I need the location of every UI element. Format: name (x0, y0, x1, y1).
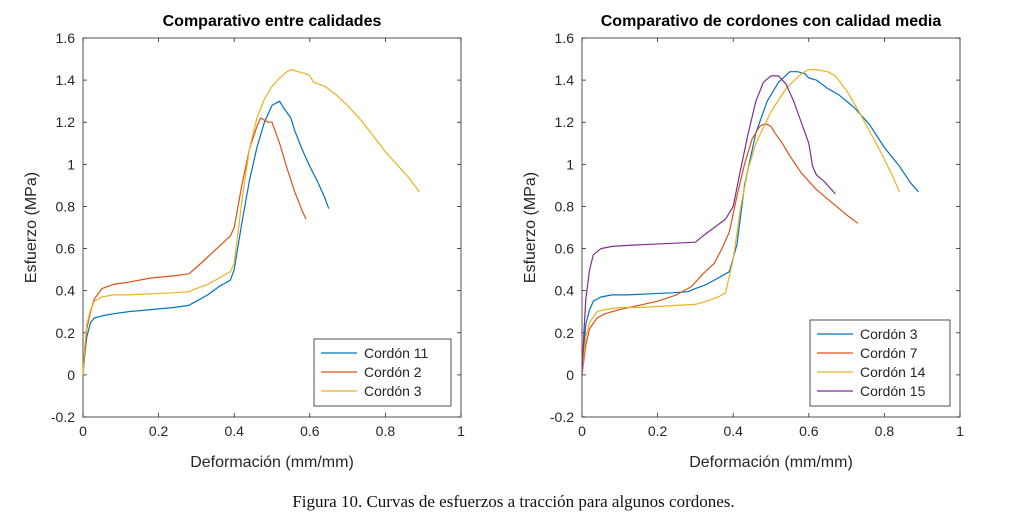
y-tick-label: 0.4 (555, 283, 575, 299)
legend: Cordón 3 Cordón 7 Cordón 14 Cordón 15 (809, 319, 951, 407)
chart-title: Comparativo entre calidades (163, 13, 382, 30)
y-tick-label: 0.4 (56, 283, 76, 299)
legend-label: Cordón 2 (364, 364, 422, 380)
legend-label: Cordón 15 (860, 383, 926, 399)
chart-comparativo-cordones-calidad-media: 0 0.2 0.4 0.6 0.8 1-0.200.20.40.60.811.21.41.… (522, 13, 964, 471)
legend-label: Cordón 3 (860, 326, 918, 342)
y-tick-label: 0.6 (555, 241, 575, 257)
y-tick-label: 1 (566, 156, 574, 172)
y-tick-label: 0 (566, 367, 574, 383)
x-tick-label: 0 (578, 423, 586, 439)
x-tick-label: 0.4 (224, 423, 244, 439)
y-tick-label: 1.2 (56, 114, 76, 130)
series-line-3 (581, 68, 901, 375)
figure-caption: Figura 10. Curvas de esfuerzos a tracció… (292, 492, 735, 511)
legend-label: Cordón 14 (860, 364, 926, 380)
y-tick-label: 1.4 (555, 72, 575, 88)
y-tick-label: 0.2 (56, 325, 76, 341)
x-tick-label: 0.2 (149, 423, 169, 439)
y-tick-label: 1 (67, 156, 75, 172)
x-tick-label: 0.6 (799, 423, 819, 439)
x-tick-label: 0.4 (723, 423, 743, 439)
y-tick-label: 1.4 (56, 72, 76, 88)
y-tick-label: 1.2 (555, 114, 575, 130)
y-tick-label: -0.2 (550, 409, 574, 425)
y-tick-label: 1.6 (555, 30, 575, 46)
chart-comparativo-entre-calidades: 0 0.2 0.4 0.6 0.8 1-0.200.20.40.60.811.21.41.… (23, 13, 465, 471)
x-tick-label: 1 (956, 423, 964, 439)
y-tick-label: 1.6 (56, 30, 76, 46)
y-tick-label: 0 (67, 367, 75, 383)
chart-title: Comparativo de cordones con calidad medi… (601, 13, 942, 30)
x-tick-label: 0.8 (376, 423, 396, 439)
y-tick-label: 0.8 (555, 198, 575, 214)
series-line-2 (82, 117, 307, 375)
y-axis-label: Esfuerzo (MPa) (522, 172, 539, 283)
legend-label: Cordón 3 (364, 383, 422, 399)
x-tick-label: 1 (457, 423, 465, 439)
y-axis-label: Esfuerzo (MPa) (23, 172, 40, 283)
x-axis-label: Deformación (mm/mm) (190, 454, 354, 471)
legend-label: Cordón 11 (364, 345, 429, 361)
series-line-2 (581, 123, 859, 375)
series-line-3 (82, 68, 420, 375)
y-tick-label: 0.6 (56, 241, 76, 257)
x-axis-label: Deformación (mm/mm) (689, 454, 853, 471)
series-line-4 (581, 75, 836, 375)
x-tick-label: 0 (79, 423, 87, 439)
series-line-1 (82, 100, 330, 375)
x-tick-label: 0.2 (648, 423, 668, 439)
y-tick-label: 0.8 (56, 198, 76, 214)
x-tick-label: 0.6 (300, 423, 320, 439)
legend-label: Cordón 7 (860, 345, 918, 361)
legend: Cordón 11 Cordón 2 Cordón 3 (313, 338, 452, 407)
y-tick-label: 0.2 (555, 325, 575, 341)
y-tick-label: -0.2 (51, 409, 75, 425)
x-tick-label: 0.8 (875, 423, 895, 439)
